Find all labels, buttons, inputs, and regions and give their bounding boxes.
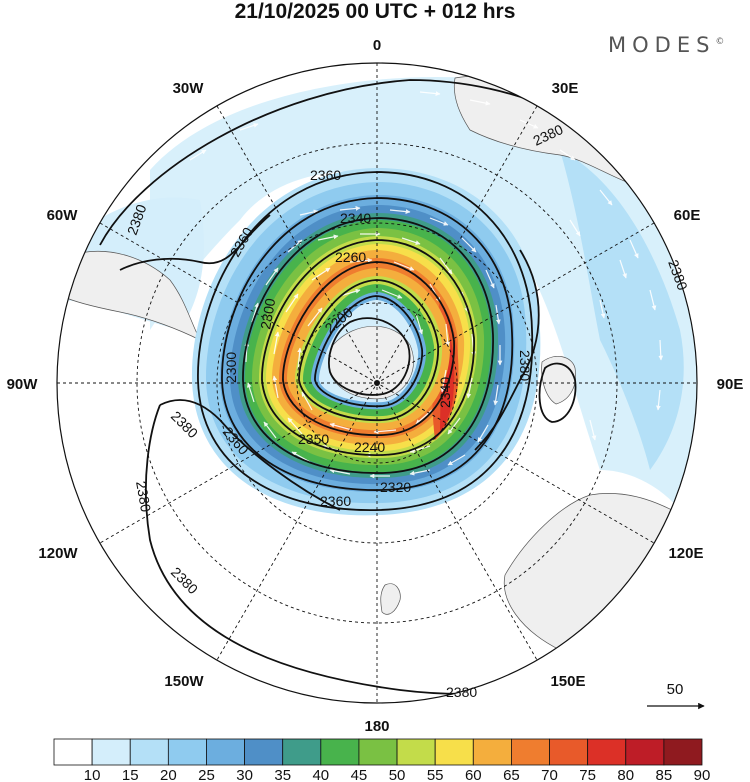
colorbar-tick-label: 35 [274, 767, 291, 782]
colorbar-swatch [396, 738, 436, 766]
contour-2300 [282, 261, 455, 436]
colorbar-tick-label: 10 [84, 767, 101, 782]
colorbar-tick-label: 80 [617, 767, 634, 782]
contour-label-2360-bottom: 2360 [320, 493, 351, 509]
contour-2320 [261, 239, 475, 456]
colorbar: 10 15 20 25 30 35 40 45 50 55 60 65 70 75 80 85 90 [53, 738, 711, 782]
colorbar-tick-label: 90 [694, 767, 711, 782]
colorbar-swatch [129, 738, 169, 766]
meridian-label-60w: 60W [47, 207, 79, 224]
meridian-label-60e: 60E [674, 207, 701, 224]
colorbar-tick-label: 20 [160, 767, 177, 782]
contour-label-2300-west: 2300 [223, 352, 239, 383]
colorbar-swatch [53, 738, 93, 766]
colorbar-tick-label: 55 [427, 767, 444, 782]
chart-title: 21/10/2025 00 UTC + 012 hrs [234, 0, 516, 23]
colorbar-tick-label: 65 [503, 767, 520, 782]
meridian-label-120e: 120E [668, 545, 703, 562]
colorbar-tick-label: 60 [465, 767, 482, 782]
colorbar-swatch [320, 738, 360, 766]
new-zealand [380, 583, 401, 615]
meridian-label-90e: 90E [717, 376, 744, 393]
contour-label-2360-top: 2360 [310, 167, 341, 183]
meridian-label-30e: 30E [552, 80, 579, 97]
colorbar-swatch [587, 738, 627, 766]
madagascar [541, 355, 576, 405]
colorbar-swatch [663, 738, 703, 766]
wind-speed-shading [191, 168, 541, 516]
colorbar-swatch [282, 738, 322, 766]
colorbar-swatch [511, 738, 550, 766]
colorbar-swatch [244, 738, 284, 766]
meridian-label-group: 0 30E 60E 90E 120E 150E 180 150W 120W 90… [7, 37, 744, 735]
colorbar-tick-label: 15 [122, 767, 139, 782]
contour-label-2300: 2300 [257, 297, 278, 331]
meridian-label-150w: 150W [164, 673, 204, 690]
contour-2240 [314, 295, 423, 408]
contour-2380-inner [159, 399, 341, 511]
contour-2260 [298, 279, 439, 422]
contour-label-2380-inner: 2380 [517, 350, 533, 381]
meridian-label-120w: 120W [38, 545, 78, 562]
brand-logo: MODES© [608, 33, 724, 57]
colorbar-swatch [206, 738, 245, 766]
contour-2340 [242, 217, 494, 474]
contour-label-2380-bottom: 2380 [446, 684, 477, 700]
contour-label-2320: 2320 [380, 479, 411, 495]
colorbar-swatch [472, 738, 512, 766]
colorbar-tick-label: 25 [198, 767, 215, 782]
meridian-label-180: 180 [364, 718, 389, 735]
pole-marker [374, 380, 380, 386]
contour-label-2340-top: 2340 [340, 210, 371, 226]
colorbar-tick-label: 85 [656, 767, 673, 782]
colorbar-swatch [167, 738, 207, 766]
colorbar-swatch [625, 738, 665, 766]
colorbar-tick-label: 75 [579, 767, 596, 782]
contour-2350 [221, 197, 514, 491]
colorbar-swatch [358, 738, 398, 766]
meridian-label-30w: 30W [173, 80, 205, 97]
brand-name: MODES [608, 33, 716, 57]
map-boundary [56, 62, 698, 704]
reference-vector-label: 50 [667, 681, 684, 698]
meridian-label-150e: 150E [550, 673, 585, 690]
contour-label-2240: 2240 [354, 439, 385, 455]
colorbar-swatch [91, 738, 131, 766]
colorbar-swatch [434, 738, 474, 766]
meridian-label-0: 0 [373, 37, 381, 54]
reference-vector: 50 [647, 681, 705, 710]
meridian-label-90w: 90W [7, 376, 39, 393]
contour-2380-west [119, 214, 271, 271]
colorbar-tick-label: 70 [541, 767, 558, 782]
contour-label-2340-right: 2340 [437, 377, 453, 408]
colorbar-tick-label: 50 [389, 767, 406, 782]
contour-2360 [197, 171, 534, 511]
colorbar-tick-label: 40 [312, 767, 329, 782]
contour-closed-madagascar [538, 362, 577, 423]
contour-label-2260: 2260 [335, 249, 366, 265]
colorbar-tick-label: 45 [351, 767, 368, 782]
brand-copyright: © [715, 37, 725, 47]
contour-label-2380-sw: 2380 [133, 480, 154, 514]
contour-label-2350: 2350 [298, 431, 329, 447]
colorbar-swatch [549, 738, 589, 766]
colorbar-tick-label: 30 [236, 767, 253, 782]
